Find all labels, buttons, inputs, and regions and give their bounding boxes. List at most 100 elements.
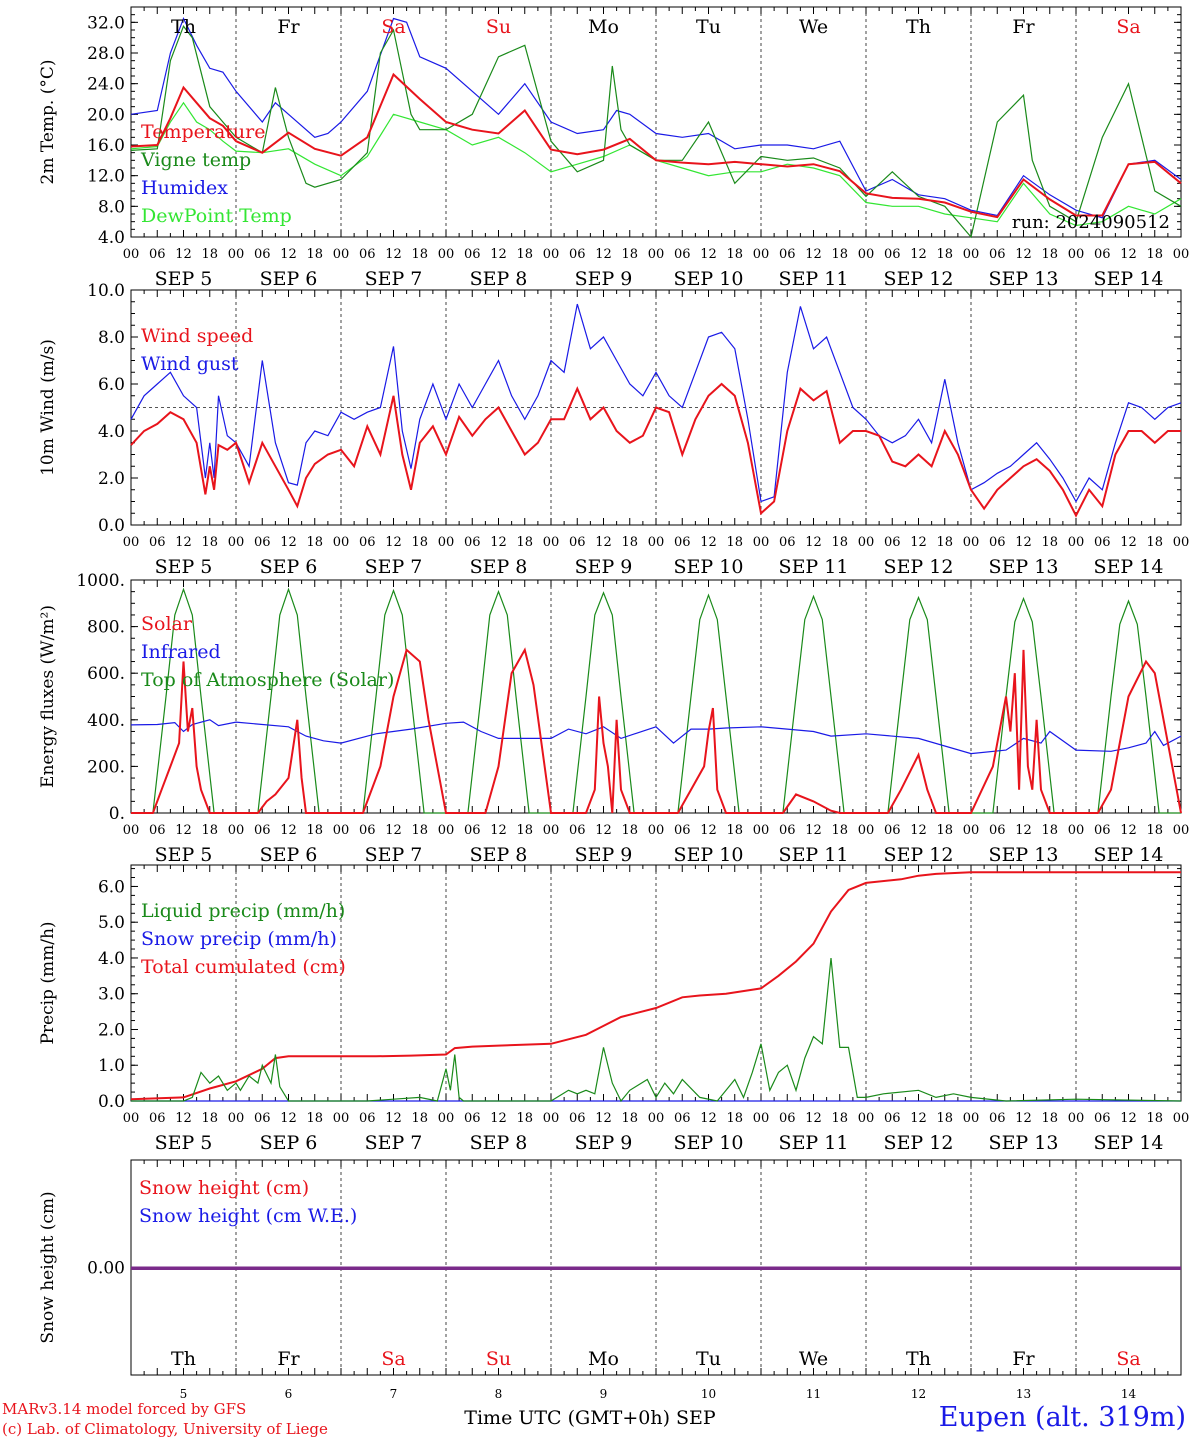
date-label: SEP 10 — [674, 556, 744, 578]
panel-5: 0.00 Snow height (cm) Snow height (cm) Snow… — [38, 1159, 1182, 1376]
date-label: SEP 5 — [155, 268, 213, 290]
hour-tick-label: 00 — [438, 247, 455, 262]
hour-tick-label: 12 — [595, 247, 612, 262]
legend-entry: Total cumulated (cm) — [141, 956, 346, 978]
day-number: 13 — [1016, 1387, 1031, 1401]
date-label: SEP 14 — [1094, 268, 1164, 290]
series-liquid-precip-mm-h — [131, 957, 1182, 1103]
hour-tick-label: 18 — [1146, 1111, 1163, 1126]
y-tick-label: 600. — [87, 664, 125, 684]
hour-tick-label: 18 — [936, 823, 953, 838]
series-temperature — [130, 72, 1182, 219]
hour-tick-label: 18 — [411, 823, 428, 838]
y-tick-label: 8.0 — [98, 328, 125, 348]
date-label: SEP 6 — [260, 844, 318, 866]
hour-tick-label: 06 — [884, 823, 901, 838]
hour-tick-label: 06 — [464, 823, 481, 838]
y-axis-label: Snow height (cm) — [38, 1191, 58, 1343]
hour-tick-label: 00 — [858, 823, 875, 838]
weekday-label-bottom: Fr — [277, 1348, 300, 1370]
weekday-label-top: Th — [171, 16, 196, 38]
weekday-label-bottom: Th — [906, 1348, 931, 1370]
y-tick-label: 24.0 — [87, 75, 125, 95]
y-tick-label: 2.0 — [98, 1020, 125, 1040]
date-label: SEP 9 — [575, 268, 633, 290]
date-label: SEP 13 — [989, 268, 1059, 290]
hour-tick-label: 00 — [1173, 823, 1190, 838]
hour-tick-label: 06 — [464, 247, 481, 262]
y-tick-label: 6.0 — [98, 877, 125, 897]
hour-tick-label: 18 — [726, 247, 743, 262]
hour-tick-label: 18 — [516, 535, 533, 550]
hour-tick-label: 12 — [700, 1111, 717, 1126]
hour-tick-label: 00 — [438, 535, 455, 550]
y-tick-label: 12.0 — [87, 167, 125, 187]
hour-tick-label: 12 — [490, 535, 507, 550]
hour-tick-label: 06 — [1094, 823, 1111, 838]
panel-4: 0.0 1.0 2.0 3.0 4.0 5.0 6.0 Precip (mm/h) Liquid… — [38, 864, 1190, 1154]
date-label: SEP 7 — [365, 844, 423, 866]
hour-tick-label: 12 — [1015, 1111, 1032, 1126]
weekday-label-top: Th — [906, 16, 931, 38]
hour-tick-label: 12 — [385, 247, 402, 262]
series-solar — [131, 647, 1182, 814]
hour-tick-label: 06 — [569, 823, 586, 838]
hour-tick-label: 12 — [490, 1111, 507, 1126]
hour-tick-label: 12 — [385, 1111, 402, 1126]
hour-tick-label: 12 — [595, 1111, 612, 1126]
weekday-label-bottom: We — [799, 1348, 828, 1370]
hour-tick-label: 00 — [228, 823, 245, 838]
hour-tick-label: 12 — [805, 1111, 822, 1126]
hour-tick-label: 18 — [936, 1111, 953, 1126]
hour-tick-label: 06 — [149, 535, 166, 550]
date-label: SEP 14 — [1094, 844, 1164, 866]
hour-tick-label: 06 — [1094, 247, 1111, 262]
weekday-label-bottom: Tu — [696, 1348, 721, 1370]
legend-entry: Humidex — [141, 177, 228, 199]
date-label: SEP 10 — [674, 844, 744, 866]
hour-tick-label: 12 — [700, 247, 717, 262]
hour-tick-label: 00 — [1173, 535, 1190, 550]
hour-tick-label: 06 — [569, 1111, 586, 1126]
day-number: 10 — [701, 1387, 716, 1401]
hour-tick-label: 12 — [490, 823, 507, 838]
hour-tick-label: 18 — [411, 535, 428, 550]
model-credit: MARv3.14 model forced by GFS — [2, 1400, 247, 1418]
hour-tick-label: 12 — [910, 535, 927, 550]
hour-tick-label: 00 — [963, 1111, 980, 1126]
hour-tick-label: 00 — [753, 247, 770, 262]
hour-tick-label: 06 — [989, 823, 1006, 838]
hour-tick-label: 18 — [621, 535, 638, 550]
y-axis-label: Energy fluxes (W/m²) — [38, 605, 58, 788]
panel-3: 0. 200. 400. 600. 800. 1000. Energy fluxes (W/… — [38, 571, 1189, 866]
hour-tick-label: 00 — [858, 1111, 875, 1126]
day-number: 9 — [600, 1387, 608, 1401]
hour-tick-label: 18 — [306, 823, 323, 838]
date-label: SEP 14 — [1094, 556, 1164, 578]
y-tick-label: 3.0 — [98, 985, 125, 1005]
hour-tick-label: 00 — [648, 1111, 665, 1126]
legend-entry: Wind speed — [141, 325, 253, 347]
hour-tick-label: 00 — [123, 247, 140, 262]
weekday-label-top: Sa — [1116, 16, 1140, 38]
hour-tick-label: 18 — [306, 247, 323, 262]
y-tick-label: 200. — [87, 757, 125, 777]
hour-tick-label: 00 — [648, 535, 665, 550]
date-label: SEP 11 — [779, 556, 849, 578]
legend-entry: DewPoint Temp — [141, 205, 292, 227]
legend-entry: Solar — [141, 613, 193, 635]
hour-tick-label: 12 — [385, 535, 402, 550]
hour-tick-label: 00 — [1173, 1111, 1190, 1126]
hour-tick-label: 06 — [779, 535, 796, 550]
hour-tick-label: 12 — [175, 247, 192, 262]
hour-tick-label: 06 — [569, 247, 586, 262]
panel-2: 0.0 2.0 4.0 6.0 8.0 10.0 10m Wind (m/s) Wind sp… — [38, 281, 1189, 578]
hour-tick-label: 00 — [1068, 535, 1085, 550]
hour-tick-label: 00 — [753, 535, 770, 550]
hour-tick-label: 12 — [1015, 247, 1032, 262]
hour-tick-label: 12 — [1120, 823, 1137, 838]
hour-tick-label: 18 — [726, 1111, 743, 1126]
hour-tick-label: 12 — [910, 1111, 927, 1126]
hour-tick-label: 12 — [805, 247, 822, 262]
